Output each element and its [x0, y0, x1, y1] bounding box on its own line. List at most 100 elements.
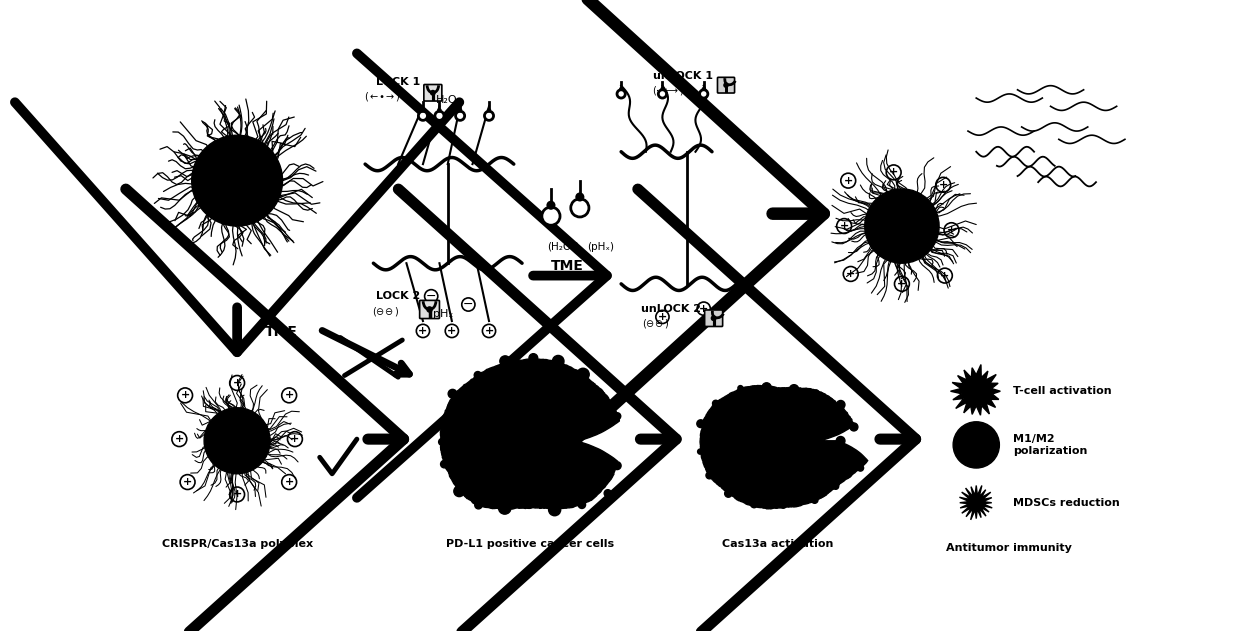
Text: Antitumor immunity: Antitumor immunity: [946, 543, 1073, 553]
Circle shape: [529, 353, 538, 362]
Circle shape: [954, 422, 999, 468]
Circle shape: [702, 87, 706, 91]
Circle shape: [699, 90, 708, 98]
Text: CRISPR/Cas13a polyplex: CRISPR/Cas13a polyplex: [161, 539, 312, 549]
Polygon shape: [951, 365, 1001, 415]
Polygon shape: [701, 386, 868, 509]
Circle shape: [697, 420, 704, 428]
Text: +: +: [843, 175, 853, 186]
Text: H₂O₂: H₂O₂: [436, 95, 463, 105]
Circle shape: [711, 316, 717, 321]
Circle shape: [440, 461, 448, 468]
Text: +: +: [699, 304, 708, 314]
Text: +: +: [175, 434, 184, 444]
Circle shape: [604, 490, 611, 497]
Circle shape: [837, 401, 844, 409]
Circle shape: [439, 439, 445, 445]
Text: ($\ominus\!\ominus$): ($\ominus\!\ominus$): [642, 317, 670, 330]
Circle shape: [614, 413, 621, 420]
Text: ($\ominus\!\ominus$): ($\ominus\!\ominus$): [372, 305, 399, 317]
Text: +: +: [898, 279, 906, 289]
Text: +: +: [485, 326, 494, 336]
Text: LOCK 1: LOCK 1: [376, 76, 420, 86]
Text: +: +: [448, 326, 456, 336]
Circle shape: [738, 386, 743, 391]
Circle shape: [458, 108, 463, 112]
Circle shape: [849, 423, 858, 431]
Text: +: +: [846, 269, 856, 279]
Text: unLOCK 2: unLOCK 2: [641, 304, 701, 314]
Text: +: +: [233, 378, 242, 388]
FancyBboxPatch shape: [704, 310, 723, 326]
Circle shape: [857, 465, 863, 471]
Circle shape: [724, 490, 732, 497]
Circle shape: [811, 497, 818, 504]
Circle shape: [723, 83, 729, 88]
Text: −: −: [463, 298, 474, 311]
Circle shape: [444, 413, 451, 422]
Circle shape: [500, 356, 511, 367]
Circle shape: [542, 207, 560, 225]
Text: +: +: [889, 167, 898, 177]
Text: +: +: [939, 180, 947, 190]
Circle shape: [614, 462, 621, 469]
Circle shape: [427, 306, 433, 313]
Circle shape: [780, 502, 786, 508]
Text: +: +: [290, 434, 300, 444]
Circle shape: [454, 486, 465, 497]
Circle shape: [713, 400, 719, 406]
Circle shape: [763, 383, 771, 392]
Circle shape: [418, 111, 428, 121]
Circle shape: [833, 483, 838, 489]
Text: (pHₓ): (pHₓ): [587, 242, 614, 252]
Text: Cas13a activation: Cas13a activation: [723, 539, 833, 549]
Text: +: +: [657, 312, 667, 322]
Circle shape: [698, 449, 703, 454]
Circle shape: [658, 90, 667, 98]
Text: +: +: [233, 490, 242, 500]
Polygon shape: [960, 485, 992, 520]
Circle shape: [836, 437, 844, 445]
Circle shape: [548, 504, 560, 516]
Text: LOCK 2: LOCK 2: [376, 292, 420, 301]
Text: M1/M2
polarization: M1/M2 polarization: [1013, 434, 1087, 456]
Circle shape: [526, 500, 533, 509]
Circle shape: [618, 90, 625, 98]
Circle shape: [438, 108, 441, 112]
Text: T-cell activation: T-cell activation: [1013, 386, 1112, 396]
Circle shape: [455, 111, 465, 121]
Text: TME: TME: [264, 325, 298, 339]
Circle shape: [570, 199, 589, 217]
Text: pHₓ: pHₓ: [434, 309, 454, 319]
Circle shape: [547, 201, 556, 209]
Text: +: +: [947, 225, 956, 235]
Circle shape: [435, 111, 444, 121]
Circle shape: [619, 87, 624, 91]
Text: MDSCs reduction: MDSCs reduction: [1013, 498, 1120, 508]
Circle shape: [205, 408, 270, 474]
FancyBboxPatch shape: [424, 85, 441, 101]
Circle shape: [578, 501, 585, 509]
Circle shape: [864, 189, 939, 263]
Text: (H₂O₂): (H₂O₂): [547, 242, 579, 252]
Circle shape: [968, 495, 985, 511]
Circle shape: [485, 111, 494, 121]
FancyBboxPatch shape: [419, 300, 439, 319]
Circle shape: [577, 369, 589, 380]
Circle shape: [575, 192, 584, 201]
Circle shape: [420, 108, 425, 112]
Circle shape: [573, 439, 580, 445]
Circle shape: [813, 390, 818, 396]
Circle shape: [487, 108, 491, 112]
Circle shape: [595, 390, 604, 398]
Text: TME: TME: [551, 259, 584, 273]
FancyBboxPatch shape: [718, 78, 734, 93]
Circle shape: [430, 90, 435, 96]
Circle shape: [474, 372, 481, 379]
Text: ($\leftarrow\!\!\bullet\!\!\rightarrow$): ($\leftarrow\!\!\bullet\!\!\rightarrow$): [363, 90, 399, 103]
Text: +: +: [839, 221, 848, 231]
Circle shape: [750, 500, 758, 508]
Text: ($\cdot\;\longleftrightarrow$): ($\cdot\;\longleftrightarrow$): [652, 84, 684, 97]
Circle shape: [553, 355, 564, 367]
Circle shape: [790, 385, 799, 394]
